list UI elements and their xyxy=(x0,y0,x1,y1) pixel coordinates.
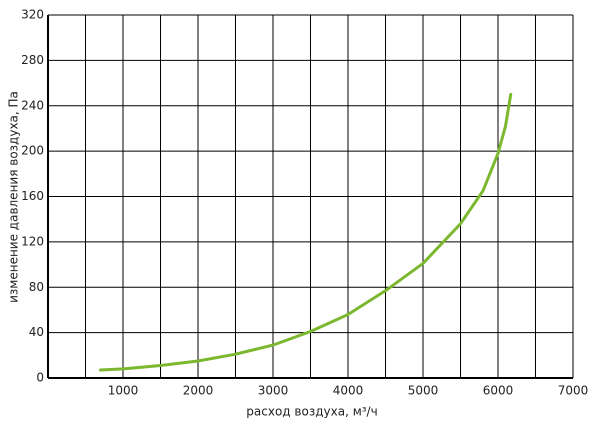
y-axis-label: изменение давления воздуха, Па xyxy=(7,91,21,303)
x-axis-label: расход воздуха, м³/ч xyxy=(246,405,377,419)
x-tick-label: 7000 xyxy=(558,384,589,398)
y-tick-label: 200 xyxy=(21,144,44,158)
curve xyxy=(99,92,513,372)
x-tick-label: 6000 xyxy=(483,384,514,398)
y-tick-label: 80 xyxy=(29,280,44,294)
x-tick-label: 5000 xyxy=(408,384,439,398)
x-tick-label: 4000 xyxy=(333,384,364,398)
y-tick-label: 0 xyxy=(36,371,44,385)
y-tick-label: 120 xyxy=(21,234,44,248)
x-tick-label: 3000 xyxy=(258,384,289,398)
y-tick-label: 240 xyxy=(21,98,44,112)
x-tick-label: 2000 xyxy=(183,384,214,398)
x-tick-label: 1000 xyxy=(108,384,139,398)
y-tick-label: 160 xyxy=(21,189,44,203)
y-tick-label: 280 xyxy=(21,53,44,67)
y-tick-label: 40 xyxy=(29,325,44,339)
y-tick-label: 320 xyxy=(21,8,44,22)
